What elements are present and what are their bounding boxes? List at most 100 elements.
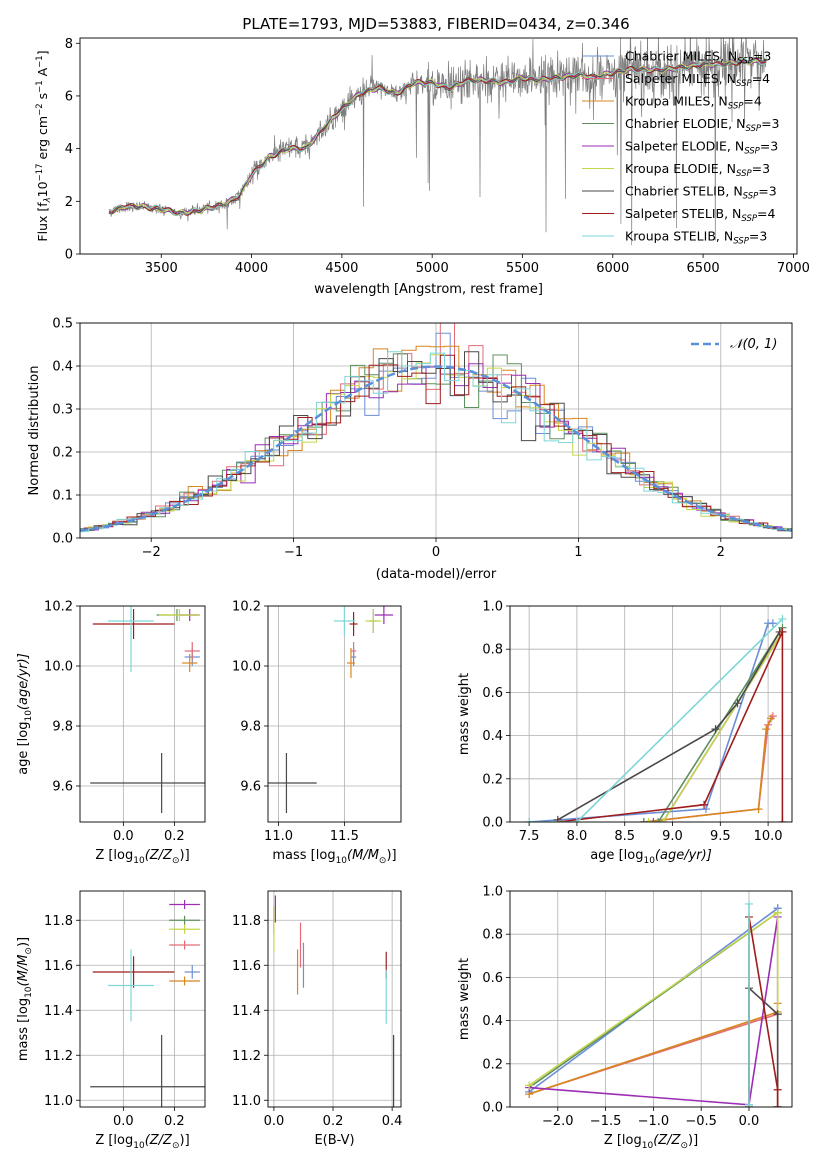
label-part: A	[35, 67, 50, 80]
label-part: SSP	[728, 102, 744, 112]
label-part: SSP	[745, 124, 761, 134]
marker-chabrier-elodie	[639, 818, 648, 822]
cumulative-line-chabrier-stelib	[557, 631, 781, 821]
point-salpeter-elodie	[169, 900, 200, 909]
label-part: (Z/Z	[145, 848, 173, 863]
label-part: Salpeter ELODIE	[625, 139, 727, 154]
legend-entry-kroupa-stelib: Kroupa STELIB, NSSP=3	[625, 229, 767, 247]
label-part: ,	[727, 139, 735, 154]
x-tick-label: 10.0	[754, 829, 783, 844]
label-part: 10	[24, 710, 34, 722]
y-tick-label: 6	[65, 89, 73, 104]
plot-area	[108, 38, 767, 246]
y-axis-label: Flux [fλ10−17 erg cm−2 s−1 A−1]	[35, 50, 53, 241]
y-tick-label: 0.2	[482, 1057, 503, 1072]
point-salpeter-stelib	[92, 609, 175, 639]
label-part: ,	[720, 49, 728, 64]
point-salpeter-elodie	[374, 606, 394, 624]
label-part: =	[758, 184, 768, 199]
label-part: s	[35, 93, 50, 104]
label-part: SSP	[737, 57, 753, 67]
label-part: ,	[724, 206, 732, 221]
legend-entry-chabrier-miles: Chabrier MILES, NSSP=3	[625, 49, 771, 67]
mass-vs-metallicity-panel: 0.0 0.211.011.211.411.611.8Z [log10(Z/Z⊙)…	[16, 890, 206, 1151]
cumulative-line-salpeter-stelib	[557, 631, 784, 822]
label-part: ,	[716, 229, 724, 244]
point-chabrier-miles	[184, 965, 200, 979]
y-tick-label: 11.0	[232, 1094, 261, 1109]
label-part: Z [log	[95, 1133, 133, 1148]
marker-kroupa-stelib	[744, 899, 753, 908]
label-part: ,	[725, 184, 733, 199]
x-tick-label: −1.0	[638, 1114, 670, 1129]
label-part: ]	[35, 50, 50, 55]
label-part: age [log	[16, 722, 31, 775]
x-tick-label: 7000	[777, 261, 810, 276]
label-part: ,	[710, 94, 718, 109]
label-part: N	[733, 184, 742, 199]
y-tick-label: 9.6	[240, 780, 261, 795]
label-part: λ	[43, 197, 53, 203]
label-part: N	[736, 116, 745, 131]
histogram-salpeter-stelib	[80, 354, 792, 532]
label-part: N	[728, 49, 737, 64]
y-tick-label: 11.6	[232, 959, 261, 974]
x-axis-label: wavelength [Angstrom, rest frame]	[314, 282, 543, 297]
histogram-chabrier-elodie	[80, 353, 792, 532]
figure-title: PLATE=1793, MJD=53883, FIBERID=0434, z=0…	[242, 15, 629, 33]
y-axis-label: age [log10(age/yr)]	[16, 653, 34, 775]
axes-frame	[79, 890, 206, 1108]
normal-curve-line	[80, 365, 792, 532]
y-tick-label: 0.6	[482, 971, 503, 986]
cumulative-line-salpeter-miles	[643, 715, 774, 822]
label-part: Salpeter MILES	[625, 71, 719, 86]
point-salpeter-miles	[350, 642, 357, 660]
age-vs-metallicity-panel: 0.0 0.29.69.810.010.2Z [log10(Z/Z⊙)]age […	[16, 600, 206, 866]
point-chabrier-stelib	[90, 1035, 205, 1107]
x-axis-label: Z [log10(Z/Z⊙)]	[604, 1133, 698, 1151]
marker-salpeter-stelib	[773, 1103, 782, 1107]
y-tick-label: 0.0	[482, 816, 503, 831]
x-tick-label: −2	[142, 545, 161, 560]
model-line-kroupa-stelib	[108, 57, 767, 216]
label-part: (M/M	[16, 955, 31, 987]
marker-chabrier-miles	[768, 619, 777, 628]
label-part: Salpeter STELIB	[625, 206, 724, 221]
label-part: −1	[35, 80, 45, 93]
label-part: 3	[769, 184, 777, 199]
x-tick-label: 7.5	[519, 829, 540, 844]
legend-entry-salpeter-miles: Salpeter MILES, NSSP=4	[625, 71, 770, 89]
x-tick-label: 0.0	[113, 829, 134, 844]
label-part: mass [log	[272, 848, 335, 863]
label-part: 10	[643, 856, 655, 866]
marker-kroupa-elodie	[658, 818, 667, 822]
axes-frame	[509, 605, 793, 823]
plot-area	[90, 900, 205, 1107]
y-tick-label: 11.8	[232, 914, 261, 929]
point-kroupa-stelib	[333, 606, 355, 636]
y-axis-label: mass weight	[457, 673, 472, 755]
y-tick-label: 11.6	[44, 959, 73, 974]
y-tick-label: 0.5	[52, 317, 73, 332]
point-salpeter-miles	[169, 940, 200, 950]
axes-frame	[267, 890, 402, 1108]
marker-kroupa-miles	[762, 725, 771, 734]
spectrum-panel: 3500 4000 4500 5000 5500 6000 6500 7000 0 2 4 6 8 Cha…	[35, 37, 810, 297]
label-part: =	[752, 161, 762, 176]
y-tick-label: 0.4	[52, 360, 73, 375]
label-part: N	[727, 71, 736, 86]
x-tick-label: 11.0	[264, 829, 293, 844]
x-tick-label: 0.2	[164, 829, 185, 844]
label-part: 10	[133, 1141, 145, 1151]
label-part: SSP	[733, 237, 749, 247]
label-part: )]	[180, 848, 190, 863]
y-tick-label: 10.0	[232, 660, 261, 675]
label-part: ⊙	[24, 947, 34, 955]
y-tick-label: 0.0	[52, 532, 73, 547]
x-tick-label: 9.0	[662, 829, 683, 844]
marker-kroupa-stelib	[778, 614, 787, 623]
label-part: Chabrier ELODIE	[625, 116, 728, 131]
x-tick-label: 0.0	[113, 1114, 134, 1129]
label-part: =	[752, 71, 762, 86]
x-tick-label: 2	[717, 545, 725, 560]
